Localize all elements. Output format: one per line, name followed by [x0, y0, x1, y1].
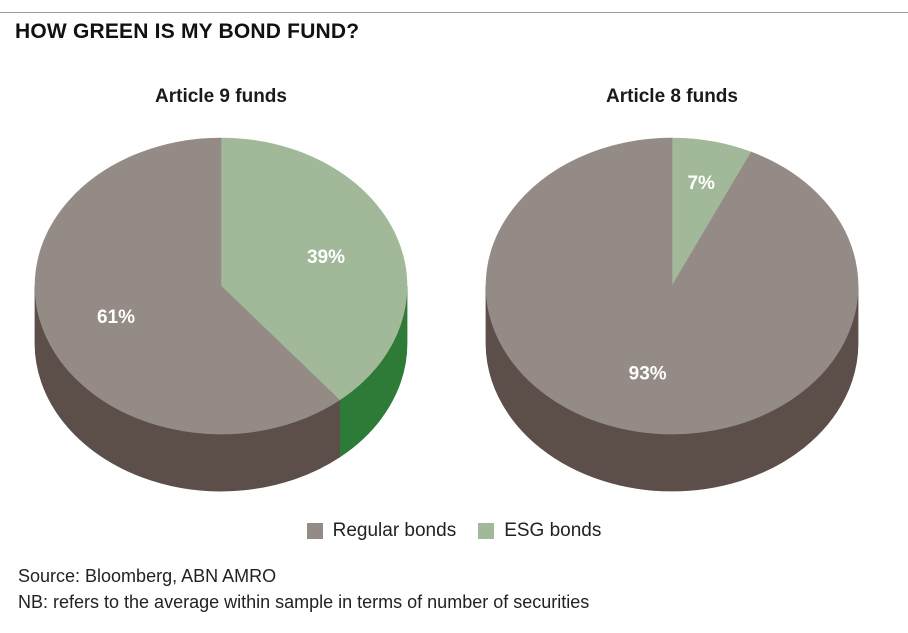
pie-1-label-esg: 39% [307, 247, 345, 268]
pie-title-1: Article 9 funds [155, 86, 287, 107]
legend-item-esg: ESG bonds [478, 520, 601, 542]
legend-swatch-regular [306, 523, 323, 539]
chart-title: HOW GREEN IS MY BOND FUND? [15, 20, 360, 43]
pie-1-label-regular: 61% [97, 307, 135, 328]
footnote: NB: refers to the average within sample … [18, 592, 590, 612]
pie-2: 7% 93% [485, 137, 859, 492]
pie-title-2: Article 8 funds [606, 86, 738, 107]
legend-label-regular: Regular bonds [332, 520, 457, 541]
pie-1: 39% 61% [34, 137, 408, 492]
top-rule [0, 12, 908, 13]
pie-1-slice-regular [34, 137, 341, 435]
pie-2-slice-regular [485, 137, 859, 435]
legend-swatch-esg [478, 523, 495, 539]
pie-2-label-esg: 7% [687, 173, 715, 194]
source-note: Source: Bloomberg, ABN AMRO [18, 566, 277, 586]
pie-2-label-regular: 93% [629, 364, 667, 385]
pie-1-slice-esg [220, 137, 408, 401]
legend: Regular bonds ESG bonds [0, 520, 908, 542]
legend-item-regular: Regular bonds [306, 520, 457, 542]
legend-label-esg: ESG bonds [504, 520, 602, 541]
